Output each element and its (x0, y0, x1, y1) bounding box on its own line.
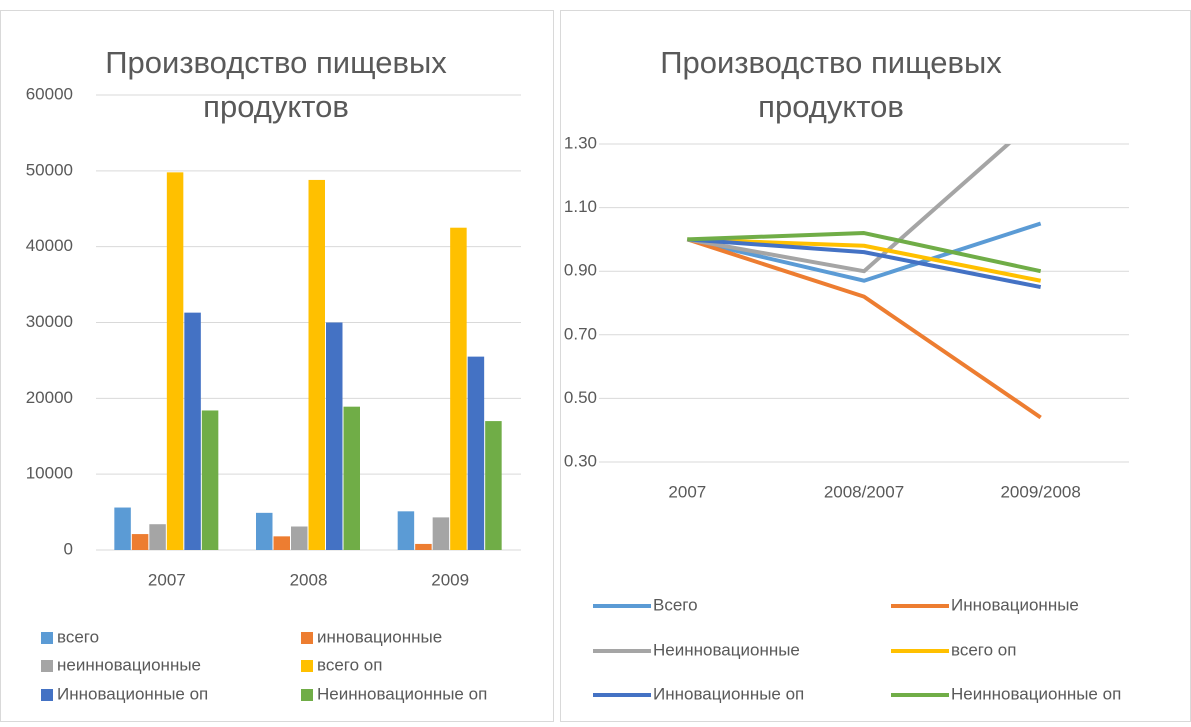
bar (291, 526, 308, 550)
y-tick-label: 0 (64, 539, 73, 558)
line (686, 221, 1042, 283)
line (687, 237, 1042, 290)
y-tick-label: 40000 (26, 236, 73, 255)
y-tick-label: 10000 (26, 464, 73, 483)
x-tick-label: 2007 (148, 570, 186, 589)
legend-label: неинновационные (57, 655, 201, 674)
bar (184, 312, 201, 550)
bar (485, 421, 502, 550)
legend-swatch (301, 660, 313, 672)
legend-label: Инновационные оп (653, 684, 804, 703)
line (686, 237, 1042, 420)
bar (467, 356, 485, 550)
x-tick-label: 2008/2007 (824, 482, 904, 501)
bar (450, 227, 467, 551)
x-tick-label: 2009 (431, 570, 469, 589)
bar (131, 534, 149, 550)
line (687, 231, 1042, 274)
bar (326, 322, 343, 550)
x-tick-label: 2008 (290, 570, 328, 589)
x-tick-label: 2007 (668, 482, 706, 501)
bar (114, 507, 131, 550)
bar (149, 524, 166, 550)
y-tick-label: 60000 (26, 84, 73, 103)
legend-label: всего оп (951, 640, 1016, 659)
line (686, 144, 1012, 274)
bar (343, 406, 360, 550)
legend-swatch (41, 660, 53, 672)
y-tick-label: 1.10 (564, 197, 597, 216)
legend-swatch (41, 632, 53, 644)
chart-panel: Производство пищевых продуктов 0 10000 200… (0, 10, 554, 722)
bar (432, 517, 450, 550)
legend-label: всего оп (317, 655, 382, 674)
chart-title: Производство пищевых продуктов (660, 45, 1002, 124)
chart: 0.30 0.50 0.70 0.90 1.10 1.30 2007 2008/2007 200… (564, 133, 1129, 703)
legend-label: Инновационные оп (57, 684, 208, 703)
line (687, 237, 1042, 283)
legend-swatch (41, 689, 53, 701)
bar (415, 543, 432, 550)
y-tick-label: 0.70 (564, 324, 597, 343)
legend-label: Всего (653, 595, 698, 614)
legend-label: Инновационные (951, 595, 1079, 614)
chart-panel: Производство пищевых продуктов 0.30 0.50 0… (560, 10, 1191, 722)
bar (201, 410, 219, 550)
legend-label: Неинновационные (653, 640, 800, 659)
legend-label: всего (57, 627, 99, 646)
legend-label: инновационные (317, 627, 442, 646)
x-tick-label: 2009/2008 (1000, 482, 1080, 501)
y-tick-label: 20000 (26, 388, 73, 407)
legend-label: Неинновационные оп (317, 684, 487, 703)
chart: 0 10000 20000 30000 40000 50000 60000 2007 2008 2… (26, 84, 521, 703)
bar (256, 512, 273, 550)
legend-swatch (301, 689, 313, 701)
y-tick-label: 0.50 (564, 388, 597, 407)
legend-label: Неинновационные оп (951, 684, 1121, 703)
legend-swatch (301, 632, 313, 644)
y-tick-label: 30000 (26, 312, 73, 331)
bar (308, 179, 325, 550)
y-tick-label: 0.90 (564, 261, 597, 280)
y-tick-label: 1.30 (564, 133, 597, 152)
y-tick-label: 50000 (26, 160, 73, 179)
bar (166, 172, 184, 550)
bar (273, 536, 290, 550)
y-tick-label: 0.30 (564, 451, 597, 470)
bar (397, 511, 415, 550)
